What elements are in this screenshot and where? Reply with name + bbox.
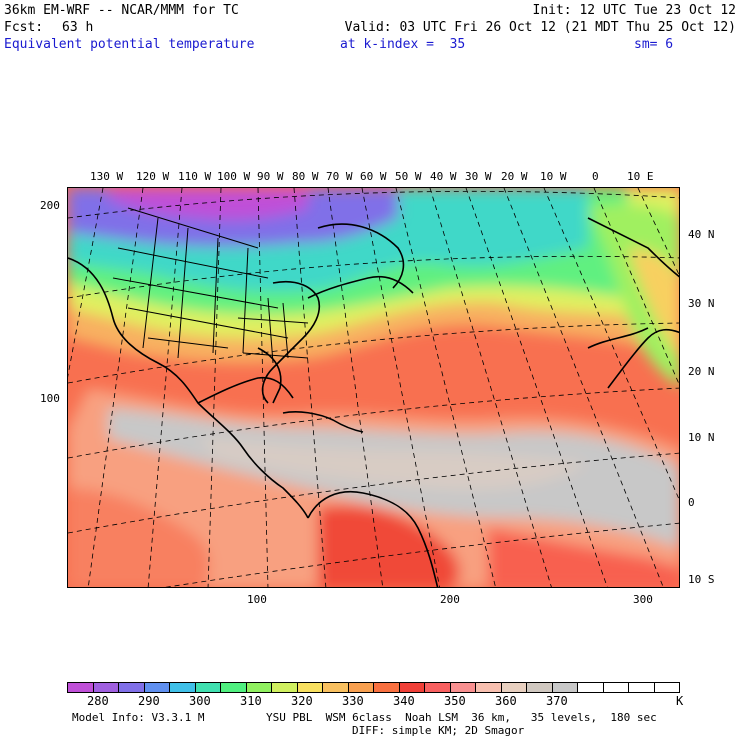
lon-label: 30 W — [465, 170, 492, 183]
grid-label-left: 200 — [40, 199, 60, 212]
colorbar-label: 290 — [138, 694, 160, 708]
lon-label: 70 W — [326, 170, 353, 183]
valid-time: Valid: 03 UTC Fri 26 Oct 12 (21 MDT Thu … — [344, 20, 736, 35]
colorbar-swatch — [501, 683, 527, 692]
lon-label: 10 W — [540, 170, 567, 183]
colorbar-swatch — [68, 683, 94, 692]
political-borders — [112, 207, 309, 364]
lon-label: 80 W — [292, 170, 319, 183]
coastlines — [68, 217, 679, 587]
field-name: Equivalent potential temperature — [4, 37, 255, 52]
lat-label: 10 N — [688, 431, 715, 444]
lon-label: 60 W — [360, 170, 387, 183]
theta-e-field — [68, 188, 679, 587]
lat-label: 30 N — [688, 297, 715, 310]
lon-label: 40 W — [430, 170, 457, 183]
colorbar-label: 340 — [393, 694, 415, 708]
colorbar-swatch — [93, 683, 119, 692]
colorbar-label: 350 — [444, 694, 466, 708]
lon-label: 120 W — [136, 170, 170, 183]
lon-label: 110 W — [178, 170, 212, 183]
lon-label: 10 E — [627, 170, 654, 183]
colorbar-swatch — [399, 683, 425, 692]
colorbar-swatch — [221, 683, 247, 692]
grid-label-bottom: 100 — [247, 593, 267, 606]
grid-label-bottom: 300 — [633, 593, 653, 606]
forecast-hours: 63 h — [62, 20, 94, 35]
lon-label: 100 W — [217, 170, 251, 183]
map-panel — [67, 187, 680, 588]
colorbar-swatch — [476, 683, 502, 692]
lon-label: 90 W — [257, 170, 284, 183]
model-title: 36km EM-WRF -- NCAR/MMM for TC — [4, 3, 239, 18]
colorbar-swatch — [170, 683, 196, 692]
lon-label: 130 W — [90, 170, 124, 183]
init-time: Init: 12 UTC Tue 23 Oct 12 — [532, 3, 737, 18]
colorbar-swatch — [246, 683, 272, 692]
lon-label: 20 W — [501, 170, 528, 183]
colorbar-swatch — [119, 683, 145, 692]
colorbar-swatch — [348, 683, 374, 692]
lat-label: 0 — [688, 496, 695, 509]
model-info: Model Info: V3.3.1 M — [72, 711, 205, 724]
colorbar-swatch — [603, 683, 629, 692]
colorbar-label: 320 — [291, 694, 313, 708]
colorbar-label: 300 — [189, 694, 211, 708]
forecast-label: Fcst: — [4, 20, 44, 35]
lon-label: 50 W — [395, 170, 422, 183]
colorbar-swatch — [552, 683, 578, 692]
colorbar-label: 310 — [240, 694, 262, 708]
colorbar-label: 370 — [546, 694, 568, 708]
grid-label-left: 100 — [40, 392, 60, 405]
colorbar-swatch — [297, 683, 323, 692]
colorbar-swatch — [195, 683, 221, 692]
theta-e-map — [68, 188, 679, 587]
colorbar-swatch — [527, 683, 553, 692]
grid-label-bottom: 200 — [440, 593, 460, 606]
colorbar-swatch — [629, 683, 655, 692]
level-info: at k-index = 35 — [340, 37, 466, 52]
lon-label: 0 — [592, 170, 599, 183]
lat-label: 20 N — [688, 365, 715, 378]
graticule — [68, 188, 679, 587]
colorbar-swatch — [425, 683, 451, 692]
colorbar-swatch — [272, 683, 298, 692]
colorbar-swatch — [144, 683, 170, 692]
lat-label: 10 S — [688, 573, 715, 586]
smoothing-info: sm= 6 — [634, 37, 674, 52]
colorbar-label: 330 — [342, 694, 364, 708]
physics-info: YSU PBL WSM 6class Noah LSM 36 km, 35 le… — [266, 711, 657, 724]
colorbar-label: 280 — [87, 694, 109, 708]
diffusion-info: DIFF: simple KM; 2D Smagor — [352, 724, 525, 737]
colorbar-swatch — [578, 683, 604, 692]
colorbar-swatch — [450, 683, 476, 692]
colorbar-swatch — [323, 683, 349, 692]
lat-label: 40 N — [688, 228, 715, 241]
colorbar-swatch — [374, 683, 400, 692]
colorbar-swatch — [654, 683, 679, 692]
colorbar-label: 360 — [495, 694, 517, 708]
colorbar-unit: K — [676, 694, 684, 708]
colorbar — [67, 682, 680, 693]
